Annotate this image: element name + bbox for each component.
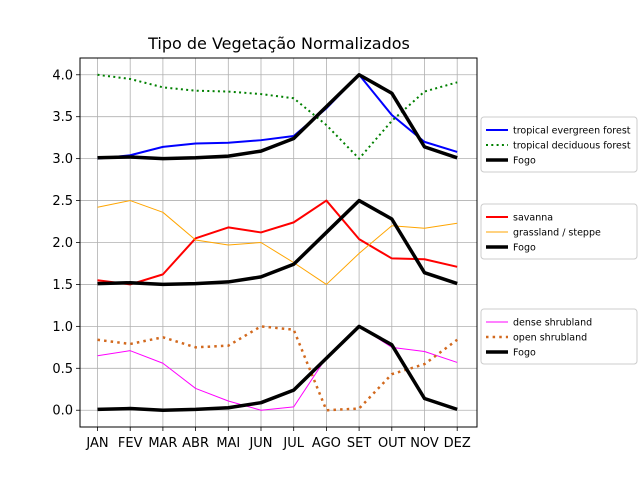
legend-label: grassland / steppe [513,228,601,239]
y-tick-label: 3.5 [52,110,73,125]
legend-label: dense shrubland [513,318,592,329]
legend-label: tropical evergreen forest [513,126,631,137]
legend-box-2: savanna grassland / steppe Fogo [480,203,638,260]
legend-box-3: dense shrubland open shrubland Fogo [480,308,638,365]
legend-label: open shrubland [513,333,587,344]
ticks-layer: JAN FEV MAR ABR MAI JUN JUL AGO SET OUT NOV DEZ 0.0 0… [52,68,471,451]
y-tick-label: 1.5 [52,278,73,293]
y-tick-label: 3.0 [52,152,73,167]
legend-box-1: tropical evergreen forest tropical decidu… [480,116,638,173]
chart-title: Tipo de Vegetação Normalizados [147,34,410,53]
legend-frame [480,203,638,260]
series-line-0 [97,73,458,160]
x-tick-label: JUN [248,436,272,451]
x-tick-label: OUT [378,436,406,451]
series-line-5 [97,198,458,287]
x-tick-label: JAN [85,436,108,451]
x-tick-label: AGO [312,436,341,451]
x-tick-label: MAI [216,436,240,451]
x-tick-label: NOV [410,436,439,451]
x-tick-label: DEZ [444,436,471,451]
legend-label: Fogo [513,156,536,167]
legend-label: tropical deciduous forest [513,141,631,152]
x-tick-label: FEV [118,436,143,451]
y-tick-label: 2.5 [52,194,73,209]
series-line-3 [97,199,458,286]
series-layer [97,73,458,412]
y-tick-label: 0.5 [52,362,73,377]
series-line-6 [97,325,458,411]
legend-frame [480,308,638,365]
legend-frame [480,116,638,173]
series-line-2 [97,73,458,161]
grid-layer [80,58,477,427]
series-line-8 [97,324,458,412]
series-line-7 [97,325,458,412]
series-line-1 [97,73,458,160]
legend-label: Fogo [513,348,536,359]
y-tick-label: 0.0 [52,404,73,419]
x-tick-label: JUL [282,436,304,451]
legend-label: savanna [513,213,553,224]
legend-layer: tropical evergreen forest tropical decidu… [480,116,638,365]
x-tick-label: SET [347,436,371,451]
y-tick-label: 4.0 [52,68,73,83]
y-tick-label: 1.0 [52,320,73,335]
x-tick-label: ABR [182,436,209,451]
y-tick-label: 2.0 [52,236,73,251]
legend-label: Fogo [513,243,536,254]
x-tick-label: MAR [148,436,177,451]
